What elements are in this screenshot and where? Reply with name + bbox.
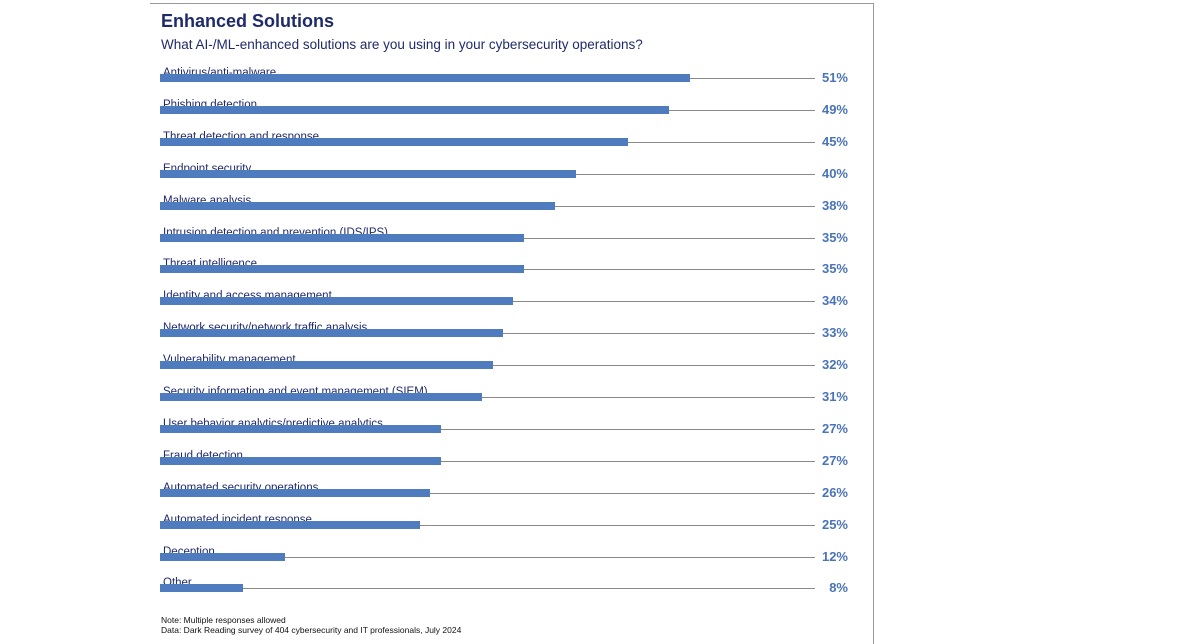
value-label: 27% xyxy=(821,420,848,436)
bar xyxy=(160,361,493,370)
value-label: 45% xyxy=(821,133,848,149)
value-label: 32% xyxy=(821,357,848,373)
bar xyxy=(160,137,628,146)
chart-frame xyxy=(150,3,874,644)
bar-row: User behavior analytics/predictive analy… xyxy=(0,418,1200,448)
bar xyxy=(160,297,514,306)
bar xyxy=(160,233,524,242)
bar xyxy=(160,105,670,114)
bar-row: Threat detection and response 45% xyxy=(0,131,1200,161)
bar-row: Fraud detection 27% xyxy=(0,450,1200,480)
bar xyxy=(160,584,244,593)
bar xyxy=(160,201,556,210)
bar-row: Phishing detection 49% xyxy=(0,99,1200,129)
value-label: 25% xyxy=(821,516,848,532)
chart-subtitle: What AI-/ML-enhanced solutions are you u… xyxy=(161,37,643,52)
bar-row: Deception 12% xyxy=(0,546,1200,576)
bar-row: Threat intelligence 35% xyxy=(0,258,1200,288)
bar-row: Automated incident response 25% xyxy=(0,514,1200,544)
value-label: 35% xyxy=(821,229,848,245)
bar-row: Network security/network traffic analysi… xyxy=(0,322,1200,352)
bar-row: Endpoint security 40% xyxy=(0,163,1200,193)
bar-row: Malware analysis 38% xyxy=(0,195,1200,225)
bar-row: Automated security operations 26% xyxy=(0,482,1200,512)
chart-source: Data: Dark Reading survey of 404 cyberse… xyxy=(161,625,462,635)
value-label: 26% xyxy=(821,484,848,500)
bar xyxy=(160,329,504,338)
leader-line xyxy=(160,588,815,590)
bar xyxy=(160,424,441,433)
value-label: 49% xyxy=(821,101,848,117)
bar xyxy=(160,169,576,178)
value-label: 35% xyxy=(821,261,848,277)
bar xyxy=(160,552,285,561)
leader-line xyxy=(160,492,815,494)
bar xyxy=(160,520,420,529)
bar-row: Identity and access management 34% xyxy=(0,290,1200,320)
value-label: 12% xyxy=(821,548,848,564)
leader-line xyxy=(160,460,815,462)
chart-note: Note: Multiple responses allowed xyxy=(161,615,286,625)
leader-line xyxy=(160,556,815,558)
leader-line xyxy=(160,524,815,526)
bar-row: Security information and event managemen… xyxy=(0,386,1200,416)
value-label: 38% xyxy=(821,197,848,213)
bar-row: Antivirus/anti-malware 51% xyxy=(0,67,1200,97)
chart-title: Enhanced Solutions xyxy=(161,11,335,31)
bar-row: Other 8% xyxy=(0,577,1200,607)
value-label: 33% xyxy=(821,325,848,341)
bar xyxy=(160,456,441,465)
bar-row: Vulnerability management 32% xyxy=(0,354,1200,384)
value-label: 27% xyxy=(821,452,848,468)
bar xyxy=(160,393,483,401)
value-label: 8% xyxy=(829,580,848,596)
leader-line xyxy=(160,428,815,430)
bar xyxy=(160,488,431,497)
value-label: 40% xyxy=(821,165,848,181)
bar-row: Intrusion detection and prevention (IDS/… xyxy=(0,227,1200,257)
value-label: 34% xyxy=(821,293,848,309)
value-label: 31% xyxy=(821,389,848,404)
bar xyxy=(160,265,524,274)
value-label: 51% xyxy=(821,70,848,85)
leader-line xyxy=(160,397,815,398)
bar xyxy=(160,74,691,82)
